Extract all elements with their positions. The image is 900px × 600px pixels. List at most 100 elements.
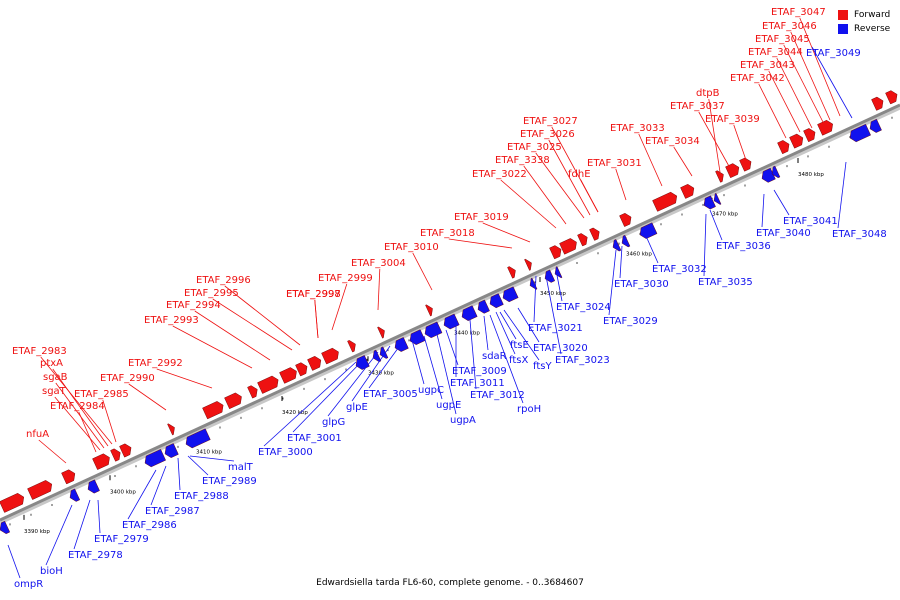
gene-blocks xyxy=(0,90,898,535)
forward-label-connector xyxy=(54,396,101,451)
forward-gene xyxy=(549,245,562,260)
legend: Forward Reverse xyxy=(838,8,890,36)
forward-label-connector xyxy=(638,133,663,187)
forward-gene-label: ETAF_2990 xyxy=(100,373,155,384)
forward-gene xyxy=(295,362,308,377)
gene-shape xyxy=(477,299,490,314)
reverse-label-connector xyxy=(837,161,847,229)
forward-gene-label: nfuA xyxy=(26,429,49,440)
reverse-gene-label: bioH xyxy=(40,566,63,577)
forward-label-connector xyxy=(52,368,109,447)
genome-backbone xyxy=(0,103,900,522)
reverse-gene xyxy=(761,167,776,183)
reverse-label-connector xyxy=(435,329,457,415)
forward-gene xyxy=(321,347,339,365)
gene-shape xyxy=(639,222,658,239)
forward-label-connector xyxy=(412,252,433,291)
reverse-gene xyxy=(849,123,871,143)
forward-gene xyxy=(279,367,297,384)
forward-gene xyxy=(224,392,242,410)
reverse-labels: ompR bioH ETAF_2978 ETAF_2979 ETAF_2986 ETAF_… xyxy=(7,46,887,590)
reverse-gene xyxy=(502,286,519,303)
reverse-gene-label: ompR xyxy=(14,579,43,590)
reverse-gene-label: ETAF_3035 xyxy=(698,277,753,288)
forward-gene xyxy=(307,356,322,371)
reverse-label-connector xyxy=(619,245,623,279)
gene-shape xyxy=(424,321,443,339)
reverse-gene xyxy=(477,299,490,314)
forward-gene xyxy=(61,469,76,485)
reverse-gene-label: ETAF_3001 xyxy=(287,433,342,444)
gene-shape xyxy=(713,192,722,205)
forward-label-connector xyxy=(55,382,105,449)
forward-gene xyxy=(577,233,588,247)
gene-shape xyxy=(489,293,504,309)
forward-gene-label: ETAF_3022 xyxy=(472,169,527,180)
forward-label-connector xyxy=(548,139,591,216)
forward-label-connector xyxy=(194,310,271,361)
reverse-label-connector xyxy=(411,339,425,385)
gene-shape xyxy=(817,120,833,136)
reverse-gene-label: ETAF_2988 xyxy=(174,491,229,502)
forward-gene-label: ETAF_2999 xyxy=(318,273,373,284)
gene-shape xyxy=(849,123,871,143)
reverse-gene xyxy=(372,349,382,363)
forward-label-connector xyxy=(38,439,67,464)
forward-label-connector xyxy=(673,146,693,177)
forward-gene-label: ETAF_3044 xyxy=(748,47,803,58)
forward-label-connector xyxy=(314,299,319,339)
legend-reverse: Reverse xyxy=(838,22,890,36)
gene-shape xyxy=(0,520,11,535)
reverse-label-connector xyxy=(608,249,617,316)
gene-shape xyxy=(725,163,740,179)
reverse-gene-label: ETAF_3012 xyxy=(470,390,525,401)
tick-label: 3450 kbp xyxy=(540,291,566,297)
reverse-label-connector xyxy=(263,361,357,447)
gene-shape xyxy=(164,443,179,458)
forward-label-connector xyxy=(535,152,585,219)
reverse-gene xyxy=(164,443,179,458)
gene-shape xyxy=(885,90,898,105)
legend-forward-swatch xyxy=(838,10,848,20)
reverse-label-connector xyxy=(187,455,209,476)
forward-gene xyxy=(817,120,833,136)
forward-label-connector xyxy=(615,168,627,201)
reverse-gene-label: ETAF_3036 xyxy=(716,241,771,252)
tick-label: 3440 kbp xyxy=(454,331,480,337)
reverse-gene-label: ETAF_2986 xyxy=(122,520,177,531)
forward-gene xyxy=(524,258,532,271)
gene-shape xyxy=(321,347,339,365)
gene-shape xyxy=(619,213,632,227)
gene-shape xyxy=(507,266,516,279)
forward-gene xyxy=(871,96,884,111)
gene-shape xyxy=(621,234,631,248)
forward-gene-label: ptxA xyxy=(40,358,63,369)
reverse-label-connector xyxy=(773,189,790,216)
tick-label: 3460 kbp xyxy=(626,251,652,257)
forward-label-connector xyxy=(776,57,813,129)
reverse-label-connector xyxy=(177,457,181,491)
forward-label-connector xyxy=(128,383,167,411)
reverse-gene xyxy=(461,305,478,321)
reverse-gene-label: ftsX xyxy=(509,355,528,366)
reverse-gene-label: ftsY xyxy=(533,361,552,372)
forward-gene xyxy=(27,480,53,500)
forward-gene-label: ETAF_3010 xyxy=(384,242,439,253)
forward-gene xyxy=(652,191,678,212)
reverse-label-connector xyxy=(645,235,659,264)
gene-shape xyxy=(257,375,279,394)
gene-shape xyxy=(869,118,882,133)
reverse-gene-label: ugpA xyxy=(450,415,476,426)
forward-label-connector xyxy=(331,283,348,331)
gene-shape xyxy=(110,448,121,462)
gene-shape xyxy=(589,227,600,241)
gene-shape xyxy=(803,128,816,143)
gene-shape xyxy=(69,488,81,502)
forward-gene-label: ETAF_3018 xyxy=(420,228,475,239)
reverse-gene xyxy=(489,293,504,309)
forward-gene-label: fdhE xyxy=(568,169,591,180)
forward-label-connector xyxy=(500,179,557,229)
reverse-label-connector xyxy=(150,465,167,506)
reverse-gene xyxy=(639,222,658,239)
gene-shape xyxy=(549,245,562,260)
